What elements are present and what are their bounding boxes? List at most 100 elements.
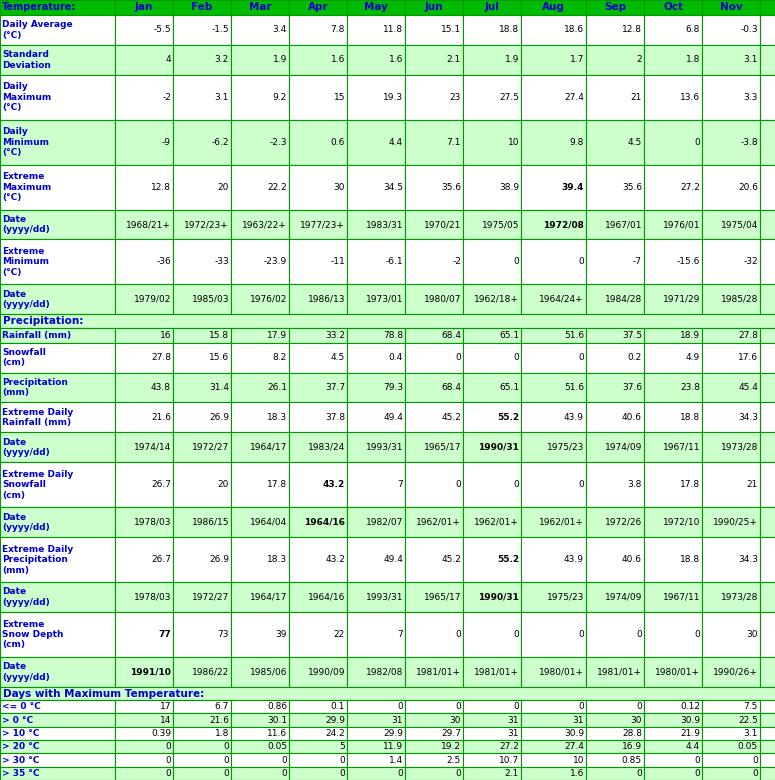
Text: Precipitation:: Precipitation:: [3, 316, 84, 326]
Text: 1975/23: 1975/23: [546, 593, 584, 601]
Bar: [644, 753, 702, 767]
Text: Extreme Daily
Rainfall (mm): Extreme Daily Rainfall (mm): [2, 408, 74, 427]
Bar: [173, 239, 231, 285]
Text: Extreme Daily
Precipitation
(mm): Extreme Daily Precipitation (mm): [2, 544, 74, 575]
Text: 1972/26: 1972/26: [604, 518, 642, 527]
Text: 15.1: 15.1: [441, 26, 461, 34]
Bar: [231, 210, 289, 239]
Text: 7.8: 7.8: [331, 26, 345, 34]
Text: 0: 0: [223, 756, 229, 764]
Bar: [586, 714, 644, 727]
Text: 1981/01+: 1981/01+: [416, 668, 461, 676]
Text: 0: 0: [455, 769, 461, 778]
Text: Date
(yyyy/dd): Date (yyyy/dd): [2, 662, 50, 682]
Bar: [231, 0, 289, 15]
Bar: [702, 714, 760, 727]
Bar: [463, 727, 521, 740]
Bar: [702, 75, 760, 120]
Text: 1965/17: 1965/17: [423, 443, 461, 452]
Bar: [644, 612, 702, 657]
Bar: [0, 657, 115, 687]
Text: 0: 0: [223, 743, 229, 751]
Text: 4.4: 4.4: [686, 743, 700, 751]
Bar: [702, 612, 760, 657]
Text: 1972/27: 1972/27: [191, 593, 229, 601]
Bar: [173, 342, 231, 373]
Bar: [347, 0, 405, 15]
Bar: [586, 402, 644, 432]
Bar: [347, 507, 405, 537]
Bar: [405, 0, 463, 15]
Bar: [289, 753, 347, 767]
Text: 34.5: 34.5: [383, 183, 403, 192]
Bar: [0, 767, 115, 780]
Bar: [231, 727, 289, 740]
Bar: [644, 657, 702, 687]
Text: 0.86: 0.86: [267, 702, 287, 711]
Bar: [586, 463, 644, 507]
Bar: [347, 432, 405, 463]
Text: 1983/31: 1983/31: [366, 220, 403, 229]
Text: 0: 0: [165, 769, 171, 778]
Text: 21.6: 21.6: [151, 413, 171, 422]
Bar: [347, 165, 405, 210]
Bar: [702, 15, 760, 45]
Bar: [760, 714, 775, 727]
Text: 1981/01+: 1981/01+: [597, 668, 642, 676]
Bar: [231, 507, 289, 537]
Text: 1967/11: 1967/11: [663, 593, 700, 601]
Bar: [644, 239, 702, 285]
Bar: [405, 714, 463, 727]
Text: 3.1: 3.1: [744, 55, 758, 65]
Bar: [760, 328, 775, 342]
Bar: [0, 314, 775, 328]
Bar: [289, 432, 347, 463]
Bar: [463, 767, 521, 780]
Text: -23.9: -23.9: [264, 257, 287, 267]
Bar: [0, 402, 115, 432]
Text: 20: 20: [218, 480, 229, 489]
Text: 18.8: 18.8: [680, 555, 700, 564]
Bar: [289, 342, 347, 373]
Text: 1980/07: 1980/07: [423, 295, 461, 304]
Bar: [115, 507, 173, 537]
Text: 26.7: 26.7: [151, 555, 171, 564]
Bar: [760, 15, 775, 45]
Bar: [521, 714, 586, 727]
Bar: [173, 75, 231, 120]
Text: 2.5: 2.5: [446, 756, 461, 764]
Bar: [347, 402, 405, 432]
Bar: [405, 328, 463, 342]
Bar: [0, 727, 115, 740]
Bar: [405, 507, 463, 537]
Text: 1972/08: 1972/08: [543, 220, 584, 229]
Bar: [760, 402, 775, 432]
Bar: [586, 0, 644, 15]
Text: 55.2: 55.2: [497, 555, 519, 564]
Bar: [0, 120, 115, 165]
Text: 1974/09: 1974/09: [604, 443, 642, 452]
Bar: [347, 463, 405, 507]
Text: 0: 0: [513, 353, 519, 362]
Bar: [173, 727, 231, 740]
Bar: [760, 537, 775, 582]
Text: 0: 0: [455, 480, 461, 489]
Text: 1962/01+: 1962/01+: [416, 518, 461, 527]
Bar: [231, 239, 289, 285]
Text: 30.9: 30.9: [680, 715, 700, 725]
Bar: [231, 373, 289, 402]
Bar: [0, 507, 115, 537]
Text: 0: 0: [455, 702, 461, 711]
Text: 0: 0: [578, 480, 584, 489]
Text: 37.6: 37.6: [622, 383, 642, 392]
Bar: [644, 210, 702, 239]
Text: 21: 21: [746, 480, 758, 489]
Text: Standard
Deviation: Standard Deviation: [2, 50, 51, 69]
Bar: [289, 657, 347, 687]
Bar: [463, 402, 521, 432]
Text: 1974/09: 1974/09: [604, 593, 642, 601]
Bar: [231, 15, 289, 45]
Bar: [463, 537, 521, 582]
Bar: [521, 740, 586, 753]
Text: Apr: Apr: [308, 2, 329, 12]
